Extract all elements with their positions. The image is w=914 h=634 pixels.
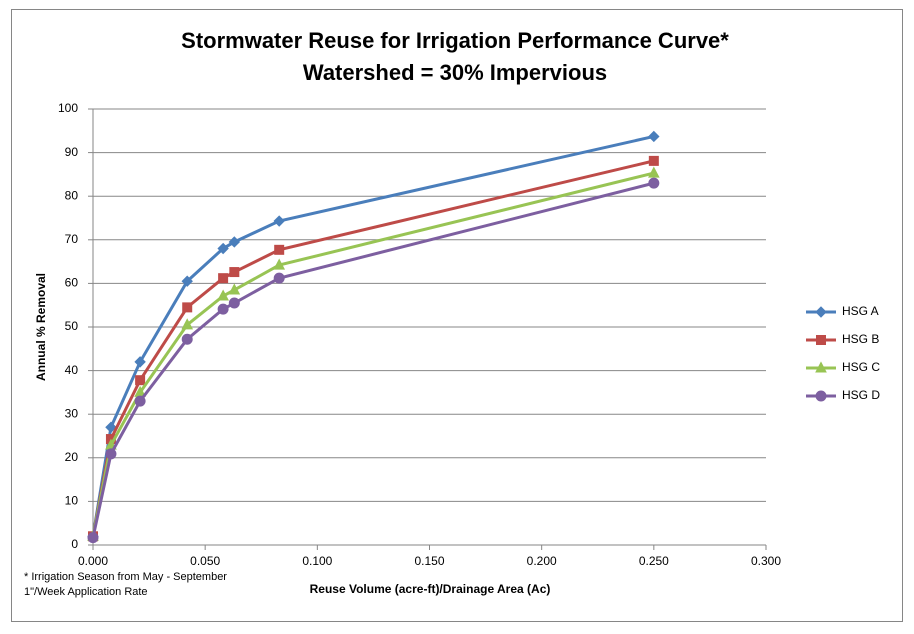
data-point <box>228 283 241 295</box>
legend-marker <box>815 306 827 318</box>
x-tick-label: 0.200 <box>527 554 557 568</box>
data-point <box>273 258 286 270</box>
data-point <box>217 289 229 301</box>
x-tick-label: 0.300 <box>751 554 781 568</box>
y-axis-label: Annual % Removal <box>34 273 48 381</box>
data-point <box>87 532 99 544</box>
y-tick-label: 70 <box>65 232 79 246</box>
data-point <box>648 155 659 166</box>
legend-label: HSG C <box>842 360 880 374</box>
x-tick-label: 0.100 <box>302 554 332 568</box>
series-line <box>91 159 655 537</box>
data-point <box>134 395 146 407</box>
data-point <box>228 236 241 248</box>
data-point <box>229 267 240 278</box>
chart-title: Stormwater Reuse for Irrigation Performa… <box>181 28 729 53</box>
chart-subtitle: Watershed = 30% Impervious <box>303 60 607 85</box>
x-tick-label: 0.000 <box>78 554 108 568</box>
chart-border <box>11 9 903 622</box>
data-point <box>648 177 660 189</box>
data-point <box>217 303 229 315</box>
x-axis-label: Reuse Volume (acre-ft)/Drainage Area (Ac… <box>310 582 551 596</box>
series-line <box>91 171 655 537</box>
data-point <box>218 273 229 284</box>
footnote: * Irrigation Season from May - September <box>24 571 227 583</box>
series-line <box>91 135 655 537</box>
data-point <box>105 448 117 460</box>
y-tick-label: 20 <box>65 450 79 464</box>
legend-marker <box>815 390 827 402</box>
x-tick-label: 0.050 <box>190 554 220 568</box>
x-tick-label: 0.150 <box>414 554 444 568</box>
legend-marker <box>816 335 826 345</box>
data-point <box>274 244 285 255</box>
y-tick-label: 80 <box>65 188 79 202</box>
series-line <box>91 181 655 538</box>
legend-marker <box>815 361 827 373</box>
data-point <box>181 318 194 330</box>
y-tick-label: 30 <box>65 406 79 420</box>
legend-label: HSG D <box>842 388 880 402</box>
data-point <box>135 375 146 386</box>
data-point <box>134 356 146 368</box>
data-point <box>182 302 193 313</box>
data-point <box>228 297 240 309</box>
data-point <box>181 275 193 287</box>
data-point <box>648 166 660 178</box>
legend-label: HSG A <box>842 304 879 318</box>
data-point <box>181 333 193 345</box>
y-tick-label: 10 <box>65 494 79 508</box>
y-tick-label: 90 <box>65 145 79 159</box>
data-point <box>273 272 285 284</box>
y-tick-label: 0 <box>71 537 78 551</box>
data-point <box>105 421 117 433</box>
y-tick-label: 60 <box>65 276 79 290</box>
y-tick-label: 100 <box>58 101 78 115</box>
y-tick-label: 40 <box>65 363 79 377</box>
y-tick-label: 50 <box>65 319 79 333</box>
legend-label: HSG B <box>842 332 879 346</box>
data-point <box>648 130 660 143</box>
data-point <box>217 242 229 255</box>
x-tick-label: 0.250 <box>639 554 669 568</box>
data-point <box>273 215 285 227</box>
footnote: 1"/Week Application Rate <box>24 586 148 598</box>
